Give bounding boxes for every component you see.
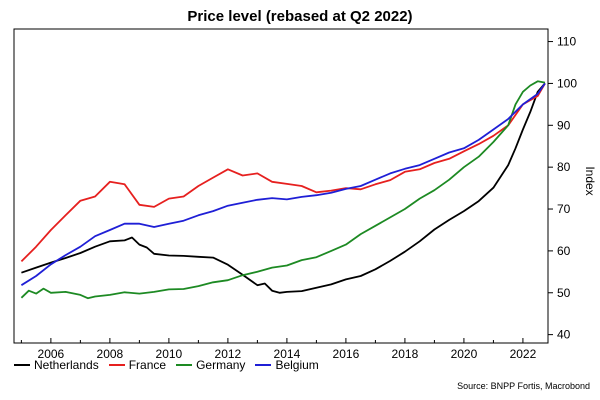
y-tick-label: 50 [557, 286, 571, 300]
x-tick-label: 2006 [38, 347, 65, 361]
x-tick-label: 2020 [451, 347, 478, 361]
series-line-netherlands [21, 82, 546, 294]
y-tick-label: 100 [557, 76, 577, 90]
x-tick-label: 2008 [97, 347, 124, 361]
legend-swatch [176, 364, 193, 366]
chart-title: Price level (rebased at Q2 2022) [187, 8, 412, 25]
x-tick-label: 2018 [392, 347, 419, 361]
y-tick-label: 80 [557, 160, 571, 174]
series-layer [20, 80, 546, 300]
legend-swatch [14, 364, 30, 366]
y-tick-label: 110 [557, 35, 576, 49]
y-tick-label: 60 [557, 244, 571, 258]
y-tick-label: 40 [557, 328, 571, 342]
x-axis: 2006 2008 2010 2012 2014 2016 2018 2020 2022 [20, 338, 537, 361]
legend: Netherlands France Germany Belgium [14, 358, 319, 372]
series-line-belgium [20, 82, 546, 286]
y-axis: 40 50 60 70 80 90 100 110 [548, 35, 577, 342]
y-tick-label: 90 [557, 118, 571, 132]
legend-label: Netherlands [34, 358, 99, 372]
legend-swatch [255, 364, 272, 366]
series-line-france [20, 82, 546, 263]
y-axis-label: Index [583, 166, 597, 195]
legend-label: Belgium [275, 358, 319, 372]
plot-frame [13, 28, 549, 344]
legend-item-france: France [108, 358, 167, 372]
legend-label: France [128, 358, 167, 372]
x-tick-label: 2010 [156, 347, 183, 361]
x-tick-label: 2012 [215, 347, 242, 361]
legend-item-germany: Germany [176, 358, 245, 372]
x-tick-label: 2016 [333, 347, 360, 361]
series-line-germany [20, 80, 546, 300]
legend-swatch [108, 364, 125, 366]
x-tick-label: 2014 [274, 347, 301, 361]
source-note: Source: BNPP Fortis, Macrobond [457, 381, 590, 391]
legend-label: Germany [196, 358, 246, 372]
legend-item-netherlands: Netherlands [14, 358, 99, 372]
legend-item-belgium: Belgium [255, 358, 319, 372]
y-tick-label: 70 [557, 202, 571, 216]
x-tick-label: 2022 [510, 347, 537, 361]
